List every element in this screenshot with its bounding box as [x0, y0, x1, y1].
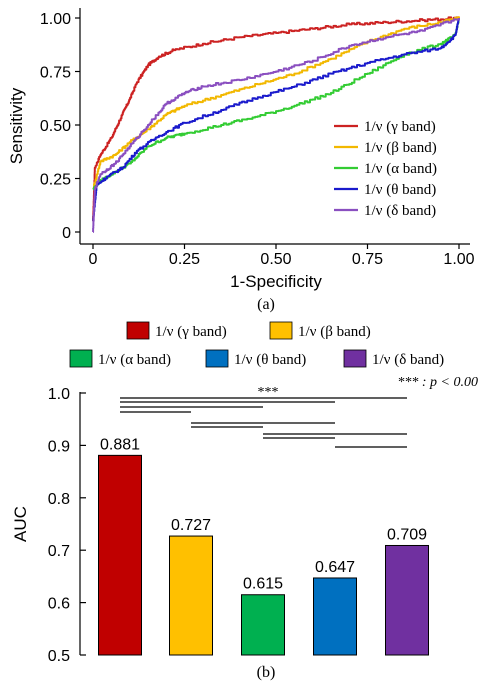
- roc-y-tick-label: 1.00: [40, 11, 71, 28]
- auc-legend-swatch: [343, 349, 367, 368]
- auc-bar-value-label: 0.727: [171, 517, 211, 534]
- auc-y-tick-label: 1.0: [48, 386, 70, 403]
- auc-legend-swatch: [126, 321, 150, 340]
- panel-a-label: (a): [257, 296, 275, 313]
- significance-note: *** : p < 0.00: [397, 375, 478, 390]
- roc-legend: 1/ν (γ band) 1/ν (β band) 1/ν (α band) 1/ν …: [334, 119, 437, 219]
- auc-bar-1-band: [241, 594, 285, 656]
- auc-chart: 1/ν (γ band) 1/ν (β band) 1/ν (α band) 1/ν …: [11, 321, 478, 681]
- auc-legend-label: 1/ν (δ band): [372, 352, 444, 368]
- significance-stars: ***: [258, 385, 279, 400]
- auc-y-tick-label: 0.9: [48, 438, 70, 455]
- auc-y-tick-label: 0.7: [48, 543, 70, 560]
- roc-plot-frame: [79, 8, 470, 245]
- roc-y-axis-label: Sensitivity: [7, 87, 26, 164]
- auc-legend-swatch: [269, 321, 293, 340]
- roc-x-tick-label: 0.25: [169, 251, 200, 268]
- roc-x-tick-label: 0.50: [260, 251, 291, 268]
- significance-lines: [120, 397, 407, 448]
- roc-x-axis-label: 1-Specificity: [230, 272, 322, 291]
- auc-legend-label: 1/ν (θ band): [234, 352, 306, 368]
- auc-y-tick-label: 0.6: [48, 596, 70, 613]
- roc-x-tick-label: 0: [89, 251, 98, 268]
- roc-curve-1-band: [92, 18, 460, 223]
- roc-legend-label: 1/ν (β band): [364, 140, 437, 156]
- roc-legend-label: 1/ν (α band): [364, 161, 437, 177]
- roc-y-tick-label: 0.25: [40, 172, 71, 189]
- auc-bar-1-band: [313, 577, 357, 656]
- auc-legend: 1/ν (γ band) 1/ν (β band) 1/ν (α band) 1/ν …: [69, 321, 444, 368]
- auc-bars: 0.881 0.727 0.615 0.647 0.709: [98, 436, 429, 656]
- roc-curve-1-band: [92, 16, 460, 223]
- auc-bar-1-band: [169, 535, 213, 656]
- auc-legend-swatch: [205, 349, 229, 368]
- roc-curve-1-band: [92, 18, 460, 233]
- roc-y-ticks: 0 0.25 0.50 0.75 1.00: [40, 11, 80, 242]
- roc-y-tick-label: 0.75: [40, 65, 71, 82]
- roc-legend-label: 1/ν (θ band): [364, 182, 436, 198]
- panel-b-label: (b): [257, 664, 276, 681]
- auc-bar-value-label: 0.709: [387, 526, 427, 543]
- roc-y-tick-label: 0: [62, 225, 71, 242]
- auc-legend-label: 1/ν (γ band): [155, 324, 227, 340]
- roc-legend-label: 1/ν (δ band): [364, 203, 436, 219]
- auc-legend-label: 1/ν (α band): [98, 352, 171, 368]
- auc-y-tick-label: 0.8: [48, 491, 70, 508]
- roc-y-tick-label: 0.50: [40, 118, 71, 135]
- auc-y-axis-label: AUC: [11, 506, 30, 542]
- auc-bar-value-label: 0.881: [100, 436, 140, 453]
- auc-legend-label: 1/ν (β band): [298, 324, 371, 340]
- roc-x-tick-label: 0.75: [352, 251, 383, 268]
- auc-y-ticks: 0.5 0.6 0.7 0.8 0.9 1.0: [48, 386, 86, 665]
- roc-x-tick-label: 1.00: [443, 251, 474, 268]
- auc-y-tick-label: 0.5: [48, 648, 70, 665]
- auc-bar-1-band: [385, 544, 429, 656]
- auc-bar-value-label: 0.647: [315, 559, 355, 576]
- roc-curve-1-band: [92, 16, 460, 191]
- auc-bar-value-label: 0.615: [243, 576, 283, 593]
- auc-legend-swatch: [69, 349, 93, 368]
- roc-chart: 0 0.25 0.50 0.75 1.00 0 0.25 0.50 0.75 1.00 Sens…: [7, 8, 475, 313]
- auc-bar-1-band: [98, 454, 142, 656]
- roc-x-ticks: 0 0.25 0.50 0.75 1.00: [89, 244, 475, 268]
- roc-legend-label: 1/ν (γ band): [364, 119, 436, 135]
- roc-curves: [92, 16, 460, 233]
